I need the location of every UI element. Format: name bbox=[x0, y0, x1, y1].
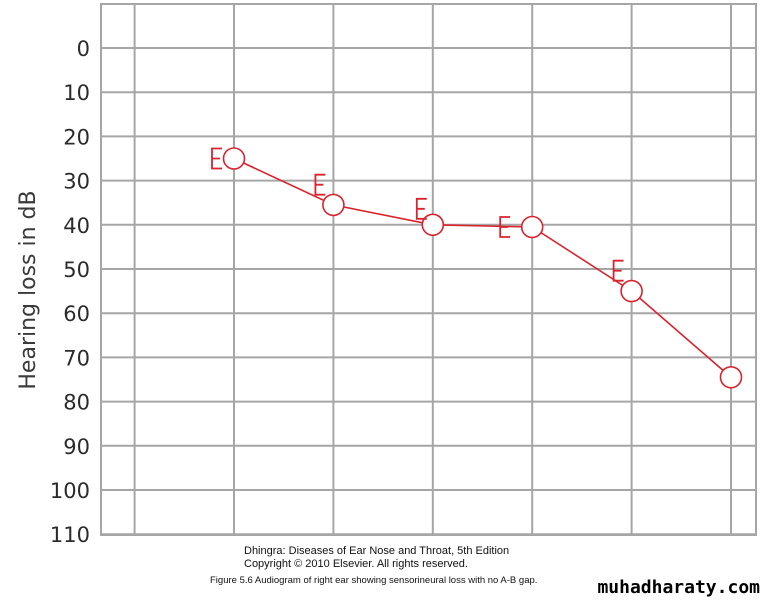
y-tick-label: 110 bbox=[50, 523, 90, 547]
y-tick-label: 80 bbox=[63, 391, 90, 415]
book-credit: Dhingra: Diseases of Ear Nose and Throat… bbox=[244, 545, 510, 557]
copyright-notice: Copyright © 2010 Elsevier. All rights re… bbox=[244, 558, 468, 570]
y-tick-label: 90 bbox=[63, 435, 90, 459]
air-conduction-series bbox=[222, 147, 743, 389]
y-tick-label: 20 bbox=[63, 125, 90, 149]
figure-caption: Figure 5.6 Audiogram of right ear showin… bbox=[210, 575, 538, 586]
air-conduction-marker bbox=[620, 279, 643, 303]
y-tick-label: 0 bbox=[77, 37, 90, 61]
series-line bbox=[233, 157, 732, 378]
bone-conduction-marker bbox=[499, 216, 511, 238]
y-tick-label: 30 bbox=[63, 170, 90, 194]
y-tick-label: 40 bbox=[63, 214, 90, 238]
air-conduction-marker bbox=[222, 147, 246, 170]
bone-conduction-marker bbox=[612, 259, 624, 282]
y-axis-label: Hearing loss in dB bbox=[16, 190, 41, 389]
air-conduction-marker bbox=[719, 365, 743, 389]
y-axis-ticks: 0 10 20 30 40 50 60 70 80 90 100 110 bbox=[50, 37, 90, 547]
y-tick-label: 50 bbox=[63, 258, 90, 282]
y-tick-label: 70 bbox=[63, 346, 90, 370]
bone-conduction-markers bbox=[211, 147, 624, 282]
y-tick-label: 60 bbox=[63, 302, 90, 326]
grid bbox=[100, 3, 757, 536]
air-conduction-marker bbox=[421, 213, 445, 237]
air-conduction-marker bbox=[520, 215, 544, 239]
y-tick-label: 10 bbox=[63, 81, 90, 105]
air-conduction-marker bbox=[322, 193, 345, 217]
bone-conduction-marker bbox=[415, 197, 427, 220]
bone-conduction-marker bbox=[211, 147, 222, 170]
y-tick-label: 100 bbox=[50, 479, 90, 503]
bone-conduction-marker bbox=[314, 173, 326, 196]
site-watermark: muhadharaty.com bbox=[597, 577, 760, 598]
